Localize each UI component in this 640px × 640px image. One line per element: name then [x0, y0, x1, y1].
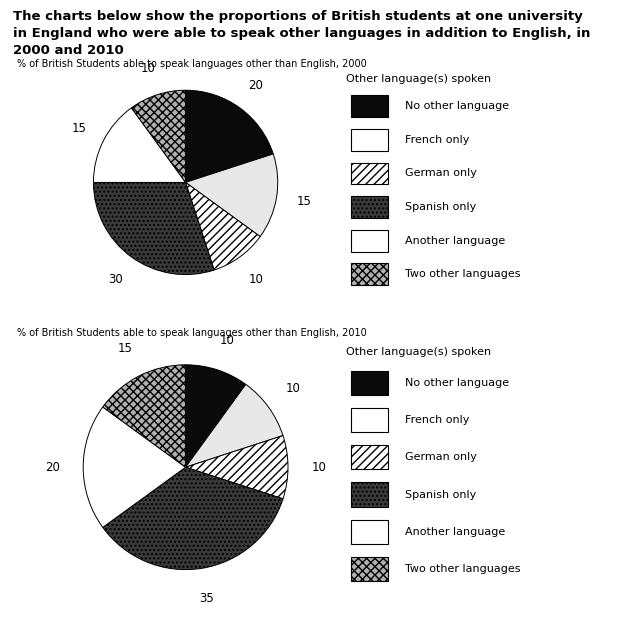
- FancyBboxPatch shape: [351, 129, 388, 151]
- Text: 10: 10: [141, 62, 156, 75]
- Text: French only: French only: [404, 135, 469, 145]
- Wedge shape: [186, 436, 288, 499]
- Text: Another language: Another language: [404, 527, 505, 537]
- Text: No other language: No other language: [404, 378, 509, 388]
- Wedge shape: [93, 108, 186, 182]
- FancyBboxPatch shape: [351, 95, 388, 117]
- Wedge shape: [103, 365, 186, 467]
- Text: 20: 20: [45, 461, 60, 474]
- Text: 2000 and 2010: 2000 and 2010: [13, 44, 124, 57]
- Text: Other language(s) spoken: Other language(s) spoken: [346, 74, 491, 84]
- Wedge shape: [103, 467, 283, 570]
- Text: 10: 10: [311, 461, 326, 474]
- Wedge shape: [186, 154, 278, 237]
- Wedge shape: [131, 90, 186, 182]
- Text: Other language(s) spoken: Other language(s) spoken: [346, 347, 491, 357]
- Wedge shape: [186, 365, 246, 467]
- Text: Spanish only: Spanish only: [404, 202, 476, 212]
- Text: 15: 15: [118, 342, 132, 355]
- Text: The charts below show the proportions of British students at one university: The charts below show the proportions of…: [13, 10, 582, 22]
- Text: Two other languages: Two other languages: [404, 564, 520, 574]
- Text: French only: French only: [404, 415, 469, 425]
- Text: Two other languages: Two other languages: [404, 269, 520, 279]
- Text: German only: German only: [404, 452, 477, 462]
- FancyBboxPatch shape: [351, 520, 388, 544]
- Wedge shape: [186, 90, 273, 182]
- Text: % of British Students able to speak languages other than English, 2010: % of British Students able to speak lang…: [17, 328, 367, 338]
- FancyBboxPatch shape: [351, 196, 388, 218]
- FancyBboxPatch shape: [351, 483, 388, 507]
- Text: 10: 10: [248, 273, 264, 286]
- Text: 10: 10: [286, 383, 301, 396]
- Text: 15: 15: [72, 122, 86, 134]
- Text: 35: 35: [199, 592, 214, 605]
- FancyBboxPatch shape: [351, 163, 388, 184]
- Wedge shape: [83, 407, 186, 527]
- Text: in England who were able to speak other languages in addition to English, in: in England who were able to speak other …: [13, 27, 590, 40]
- Text: Spanish only: Spanish only: [404, 490, 476, 500]
- Wedge shape: [186, 182, 260, 270]
- Text: 30: 30: [108, 273, 122, 286]
- FancyBboxPatch shape: [351, 445, 388, 469]
- FancyBboxPatch shape: [351, 557, 388, 581]
- Text: 20: 20: [248, 79, 264, 92]
- FancyBboxPatch shape: [351, 230, 388, 252]
- Wedge shape: [93, 182, 214, 275]
- Text: 10: 10: [220, 334, 234, 347]
- Text: Another language: Another language: [404, 236, 505, 246]
- FancyBboxPatch shape: [351, 408, 388, 432]
- FancyBboxPatch shape: [351, 263, 388, 285]
- Text: % of British Students able to speak languages other than English, 2000: % of British Students able to speak lang…: [17, 59, 367, 69]
- Text: German only: German only: [404, 168, 477, 179]
- Text: 15: 15: [296, 195, 312, 207]
- Wedge shape: [186, 385, 283, 467]
- FancyBboxPatch shape: [351, 371, 388, 395]
- Text: No other language: No other language: [404, 101, 509, 111]
